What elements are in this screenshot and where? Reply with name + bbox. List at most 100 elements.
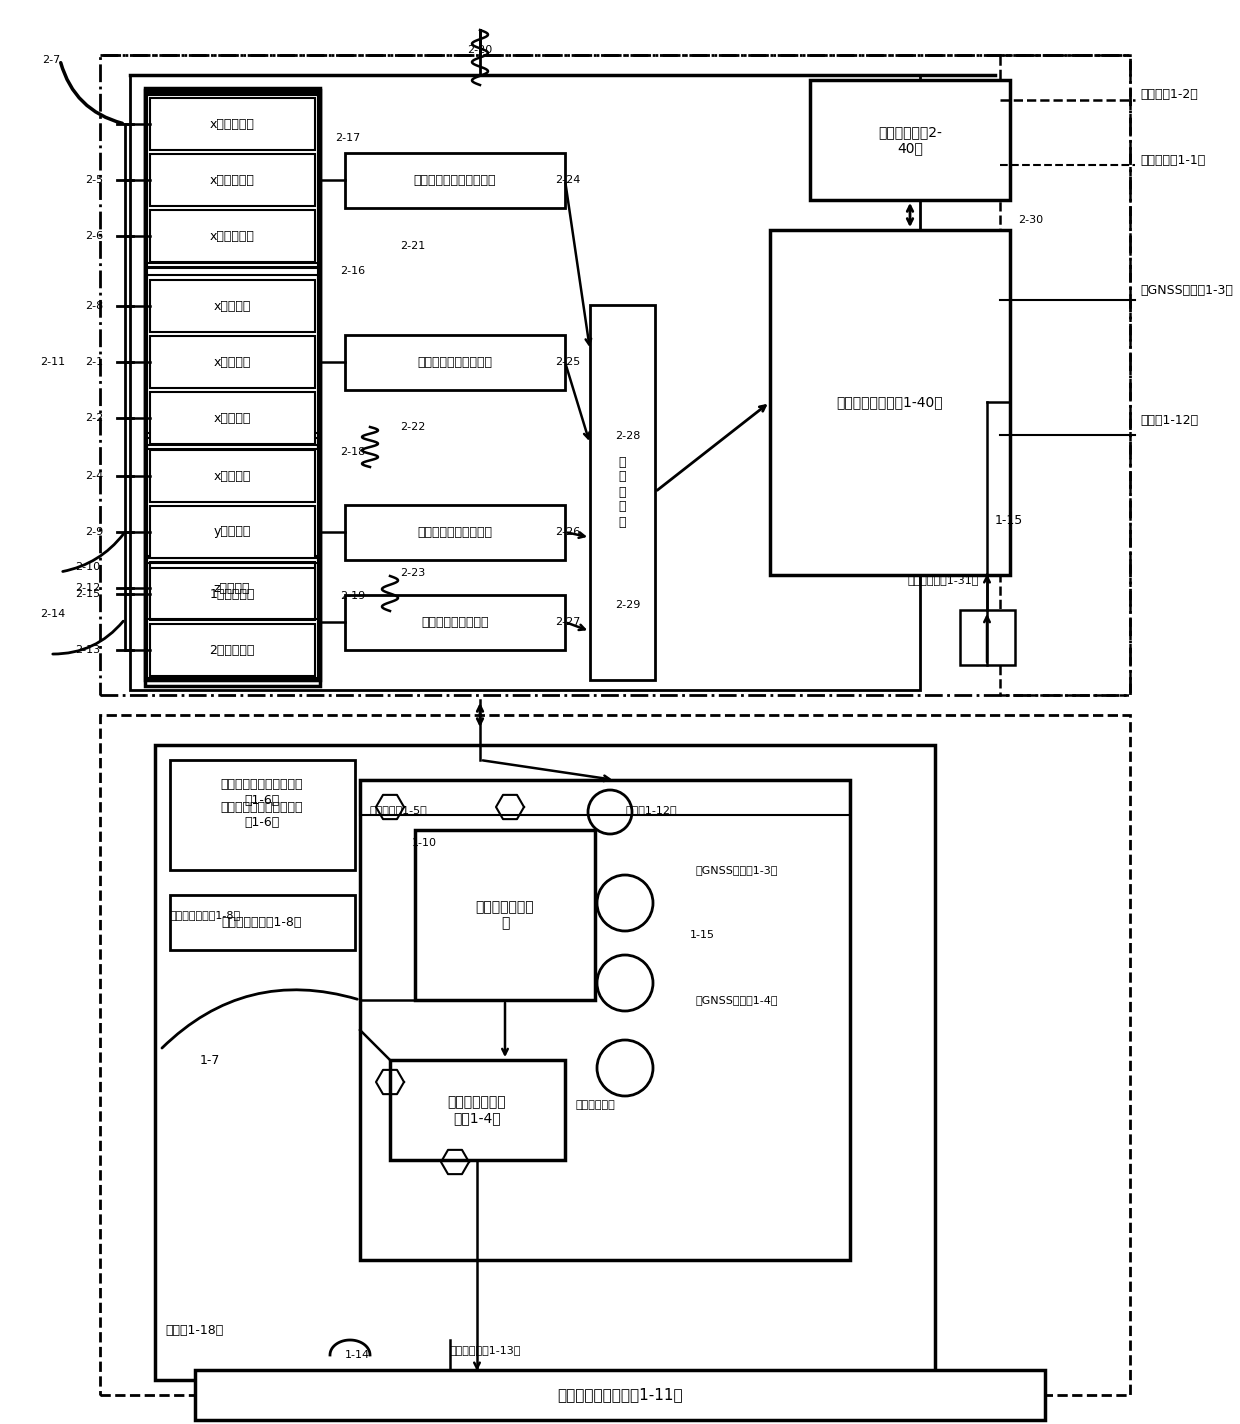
- Text: 接收卫星个数显示指示灯
（1-6）: 接收卫星个数显示指示灯 （1-6）: [221, 800, 304, 829]
- Bar: [150, 568, 315, 619]
- Text: 主GNSS天线（1-3）: 主GNSS天线（1-3）: [694, 864, 777, 874]
- Bar: [345, 335, 565, 390]
- Text: 装置外壳（1-1）: 装置外壳（1-1）: [1140, 154, 1205, 167]
- Text: 2-30: 2-30: [1018, 215, 1043, 225]
- Bar: [148, 268, 317, 433]
- Text: 1-15: 1-15: [689, 930, 715, 940]
- Text: 2-23: 2-23: [401, 568, 425, 578]
- Bar: [148, 444, 317, 619]
- Text: 2-14: 2-14: [40, 609, 66, 619]
- Text: 二次稳压电源（1-8）: 二次稳压电源（1-8）: [170, 910, 241, 920]
- Text: 2-6: 2-6: [86, 231, 103, 241]
- Bar: [150, 336, 315, 387]
- Text: 系统复位键（1-31）: 系统复位键（1-31）: [908, 575, 980, 585]
- Text: 1-15: 1-15: [994, 514, 1023, 527]
- Text: 2-27: 2-27: [554, 617, 580, 627]
- Text: 从GNSS天线（1-4）: 从GNSS天线（1-4）: [694, 995, 777, 1005]
- Text: 卫星板卡（1-5）: 卫星板卡（1-5）: [370, 805, 428, 815]
- Text: x轴加速度计: x轴加速度计: [210, 229, 254, 242]
- Text: 人机交互对外接口（1-11）: 人机交互对外接口（1-11）: [557, 1387, 683, 1403]
- Text: 2-20: 2-20: [467, 46, 492, 56]
- Text: 2-24: 2-24: [554, 175, 580, 185]
- Bar: [150, 450, 315, 503]
- Bar: [999, 56, 1130, 695]
- Bar: [148, 93, 317, 268]
- Text: 信号指示灯（1-13）: 信号指示灯（1-13）: [450, 1346, 521, 1356]
- Text: 2-25: 2-25: [554, 357, 580, 367]
- Text: 加速度计信号处理及滤波: 加速度计信号处理及滤波: [414, 174, 496, 187]
- Text: x轴陀螺仪: x轴陀螺仪: [213, 356, 250, 369]
- Text: 组合信息融合器（1-40）: 组合信息融合器（1-40）: [837, 394, 944, 409]
- Text: z轴磁强计: z轴磁强计: [213, 581, 250, 594]
- Text: 2-16: 2-16: [340, 266, 365, 276]
- Text: 2-15: 2-15: [74, 590, 100, 600]
- Text: 移动存储器（2-
40）: 移动存储器（2- 40）: [878, 125, 942, 155]
- Text: 陀螺仪信号处理及滤波: 陀螺仪信号处理及滤波: [418, 356, 492, 369]
- Text: 2-26: 2-26: [554, 527, 580, 537]
- Bar: [155, 745, 935, 1380]
- Bar: [170, 760, 355, 870]
- Bar: [148, 439, 317, 555]
- Bar: [100, 715, 1130, 1396]
- Text: x轴加速度计: x轴加速度计: [210, 118, 254, 131]
- Text: 1-14: 1-14: [345, 1350, 370, 1360]
- Bar: [360, 780, 849, 815]
- Bar: [145, 90, 320, 681]
- Text: 接收卫星个数显示指示灯: 接收卫星个数显示指示灯: [221, 779, 304, 792]
- Bar: [345, 595, 565, 649]
- Text: x轴磁强计: x轴磁强计: [213, 470, 250, 483]
- Text: 2-19: 2-19: [340, 591, 366, 601]
- Bar: [150, 562, 315, 614]
- Bar: [590, 305, 655, 681]
- Text: 2-9: 2-9: [86, 527, 103, 537]
- Bar: [150, 506, 315, 558]
- Bar: [195, 1370, 1045, 1420]
- Text: 2-7: 2-7: [42, 56, 61, 66]
- Bar: [170, 896, 355, 950]
- Bar: [360, 780, 849, 1260]
- Text: 2-21: 2-21: [401, 241, 425, 251]
- Bar: [148, 95, 317, 263]
- Text: 二次稳压电源（1-8）: 二次稳压电源（1-8）: [222, 917, 303, 930]
- Text: 主GNSS天线（1-3）: 主GNSS天线（1-3）: [1140, 283, 1233, 296]
- Text: 2-18: 2-18: [340, 447, 366, 457]
- Text: 信号转发传输组
件（1-4）: 信号转发传输组 件（1-4）: [448, 1095, 506, 1125]
- Text: 2-17: 2-17: [335, 132, 361, 142]
- Bar: [130, 75, 920, 691]
- Bar: [145, 88, 320, 686]
- Text: 2-2: 2-2: [86, 413, 103, 423]
- Text: 电气盒（1-2）: 电气盒（1-2）: [1140, 88, 1198, 101]
- Text: 磁强计信号处理及滤波: 磁强计信号处理及滤波: [418, 525, 492, 538]
- Text: 2-22: 2-22: [401, 422, 425, 431]
- Bar: [150, 624, 315, 676]
- Text: 铜柱（1-12）: 铜柱（1-12）: [625, 805, 677, 815]
- Text: 温度传感器信号处理: 温度传感器信号处理: [422, 615, 489, 628]
- Bar: [150, 209, 315, 262]
- Text: 2-4: 2-4: [86, 471, 103, 481]
- Text: x轴陀螺仪: x轴陀螺仪: [213, 299, 250, 312]
- Bar: [148, 562, 317, 681]
- Bar: [100, 56, 1130, 695]
- Bar: [150, 98, 315, 150]
- Text: 模
数
转
换
器: 模 数 转 换 器: [619, 456, 626, 528]
- Text: 2温度传感器: 2温度传感器: [210, 644, 254, 656]
- Bar: [415, 830, 595, 1000]
- Bar: [150, 154, 315, 206]
- Bar: [148, 275, 317, 449]
- Text: 2-1: 2-1: [86, 357, 103, 367]
- Bar: [391, 1059, 565, 1161]
- Bar: [810, 80, 1011, 199]
- Text: 2-13: 2-13: [74, 645, 100, 655]
- Text: 1-10: 1-10: [412, 837, 436, 849]
- Text: x轴加速度计: x轴加速度计: [210, 174, 254, 187]
- Text: （1-6）: （1-6）: [244, 793, 280, 806]
- Text: 2-12: 2-12: [74, 582, 100, 592]
- Text: y轴磁强计: y轴磁强计: [213, 525, 250, 538]
- Text: 铜柱（1-12）: 铜柱（1-12）: [1140, 413, 1198, 427]
- Text: 主板（1-18）: 主板（1-18）: [165, 1323, 223, 1337]
- Text: 2-8: 2-8: [86, 300, 103, 310]
- Bar: [150, 281, 315, 332]
- Bar: [345, 152, 565, 208]
- Text: 2-10: 2-10: [74, 562, 100, 572]
- Bar: [960, 609, 1016, 665]
